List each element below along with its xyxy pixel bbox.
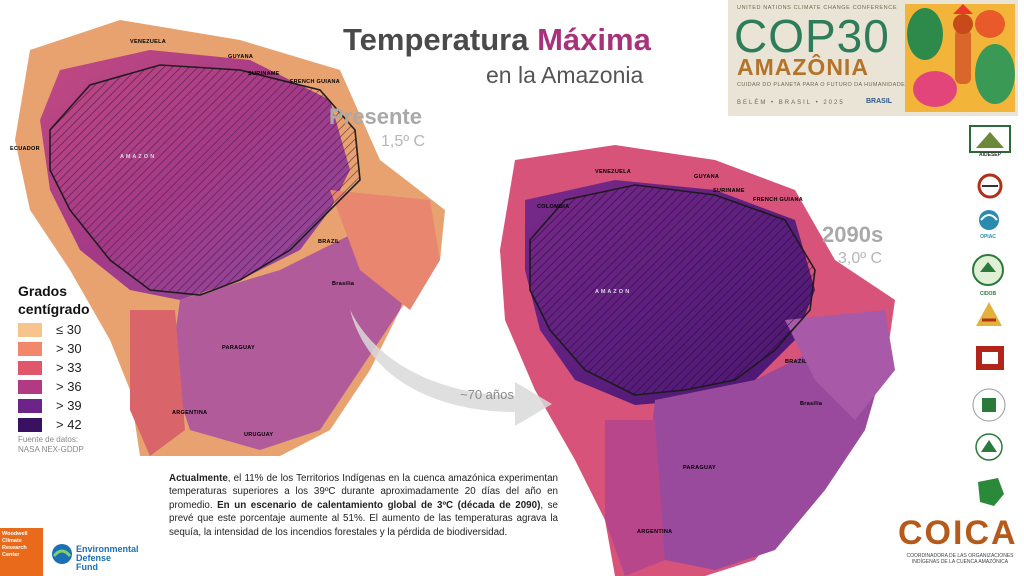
data-source-line1: Fuente de datos:: [18, 435, 79, 444]
legend-label: ≤ 30: [56, 322, 82, 337]
desc-bold-2: En un escenario de calentamiento global …: [217, 499, 541, 511]
legend-title: Grados centígrado: [18, 282, 90, 318]
map-label-argentina: ARGENTINA: [172, 410, 207, 416]
title-part1: Temperatura: [343, 22, 538, 57]
legend-row: > 30: [18, 339, 82, 358]
map-label-uruguay: URUGUAY: [244, 432, 273, 438]
map-label-french-guiana: FRENCH GUIANA: [290, 79, 340, 85]
legend-row: > 33: [18, 358, 82, 377]
cop30-logo-text: COP30: [734, 10, 890, 62]
map-label-argentina-future: ARGENTINA: [637, 529, 672, 535]
future-warming: 3,0º C: [838, 250, 883, 267]
org-logo-4: [972, 254, 1004, 286]
map-label-venezuela: VENEZUELA: [130, 39, 166, 45]
cop30-tagline: CUIDAR DO PLANETA PARA O FUTURO DA HUMAN…: [737, 82, 906, 88]
desc-text-2: , se prevé que este porcentaje aumente a…: [169, 499, 558, 538]
map-label-suriname-future: SURINAME: [713, 188, 745, 194]
legend-label: > 30: [56, 341, 82, 356]
aidesep-label: AIDESEP: [979, 152, 1001, 158]
map-label-colombia-future: COLOMBIA: [537, 204, 569, 210]
desc-text-1: , el 11% de los Territorios Indígenas en…: [169, 473, 558, 511]
brasil-logo: BRASIL: [866, 98, 893, 105]
map-label-paraguay: PARAGUAY: [222, 345, 255, 351]
page-title: Temperatura Máxima: [343, 22, 651, 58]
edf-line3: Fund: [76, 562, 98, 572]
legend-swatch: [18, 322, 42, 337]
legend-swatch: [18, 398, 42, 413]
description-paragraph: Actualmente, el 11% de los Territorios I…: [169, 472, 558, 539]
coia-logo: [978, 478, 1004, 506]
data-source-line2: NASA NEX-GDDP: [18, 445, 84, 454]
legend-row: > 36: [18, 377, 82, 396]
map-label-suriname: SURINAME: [248, 71, 280, 77]
aidesep-logo: [969, 125, 1011, 153]
edf-line1: Environmental: [76, 544, 139, 554]
map-label-guyana-future: GUYANA: [694, 174, 719, 180]
legend-row: ≤ 30: [18, 320, 82, 339]
cop30-illustration: [905, 4, 1015, 112]
map-label-french-guiana-future: FRENCH GUIANA: [753, 197, 803, 203]
temperature-legend: ≤ 30 > 30 > 33 > 36 > 39 > 42: [18, 320, 82, 434]
legend-label: > 33: [56, 360, 82, 375]
cidob-label: CIDOB: [979, 291, 997, 297]
legend-label: > 39: [56, 398, 82, 413]
org-logo-2: [977, 173, 1003, 199]
future-label: 2090s: [822, 222, 884, 247]
desc-bold-1: Actualmente: [169, 473, 228, 484]
legend-label: > 42: [56, 417, 82, 432]
map-label-brazil: BRAZIL: [318, 239, 340, 245]
legend-swatch: [18, 379, 42, 394]
legend-label: > 36: [56, 379, 82, 394]
cidob-logo: [976, 302, 1002, 326]
map-label-guyana: GUYANA: [228, 54, 253, 60]
cop30-header: UNITED NATIONS CLIMATE CHANGE CONFERENCE: [737, 5, 898, 11]
legend-row: > 42: [18, 415, 82, 434]
cop30-date: BELÉM • BRASIL • 2025: [737, 100, 845, 106]
opiac-label: OPIAC: [980, 234, 996, 240]
map-label-venezuela-future: VENEZUELA: [595, 169, 631, 175]
legend-swatch: [18, 417, 42, 432]
map-label-brazil-future: BRAZIL: [785, 359, 807, 365]
title-accent: Máxima: [537, 22, 651, 57]
org-logo-8: [975, 433, 1003, 461]
legend-swatch: [18, 360, 42, 375]
coica-logo: COICA: [898, 514, 1018, 552]
org-logo-7: [972, 388, 1006, 422]
map-label-paraguay-future: PARAGUAY: [683, 465, 716, 471]
cop30-place: AMAZÔNIA: [737, 54, 869, 80]
map-label-brasilia-future: Brasília: [800, 401, 823, 407]
edf-logo-icon: [52, 544, 72, 564]
legend-title-line2: centígrado: [18, 301, 90, 317]
coica-full-name: COORDINADORA DE LAS ORGANIZACIONES INDÍG…: [906, 553, 1014, 565]
legend-row: > 39: [18, 396, 82, 415]
time-span-label: ~70 años: [460, 387, 514, 402]
present-label: Presente: [329, 104, 422, 129]
time-arrow-icon: [350, 310, 552, 426]
data-source: Fuente de datos: NASA NEX-GDDP: [18, 435, 84, 455]
opiac-logo: [979, 210, 999, 230]
woodwell-logo: Woodwell Climate Research Center: [0, 528, 43, 576]
map-label-ecuador: ECUADOR: [10, 146, 40, 152]
legend-title-line1: Grados: [18, 283, 68, 299]
edf-logo-text: Environmental Defense Fund: [76, 545, 139, 572]
map-label-amazon: A M A Z O N: [120, 154, 154, 160]
edf-line2: Defense: [76, 553, 112, 563]
future-temperature-map: A M A Z O N VENEZUELA GUYANA SURINAME FR…: [500, 145, 895, 576]
page-subtitle: en la Amazonia: [486, 62, 644, 88]
org-logo-6: [976, 346, 1004, 370]
legend-swatch: [18, 341, 42, 356]
map-label-brasilia: Brasília: [332, 281, 355, 287]
present-warming: 1,5º C: [381, 133, 426, 150]
map-label-amazon-future: A M A Z O N: [595, 289, 629, 295]
present-temperature-map: A M A Z O N VENEZUELA GUYANA SURINAME FR…: [10, 20, 445, 456]
